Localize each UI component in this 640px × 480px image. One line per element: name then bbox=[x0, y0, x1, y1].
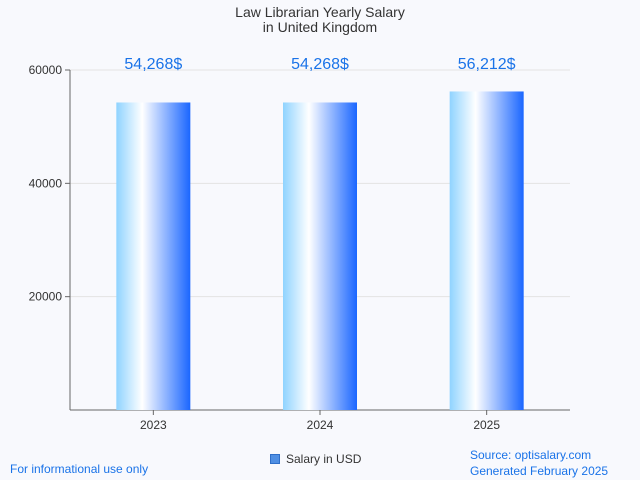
y-tick-label: 20000 bbox=[29, 290, 63, 304]
x-tick-label-2023: 2023 bbox=[140, 418, 167, 432]
x-tick-label-2025: 2025 bbox=[473, 418, 500, 432]
legend: Salary in USD bbox=[270, 452, 361, 466]
bar-2024 bbox=[283, 102, 357, 411]
y-tick-label: 40000 bbox=[29, 176, 63, 190]
x-tick-label-2024: 2024 bbox=[307, 418, 334, 432]
chart-title-line-2: in United Kingdom bbox=[263, 19, 377, 35]
disclaimer-text: For informational use only bbox=[10, 462, 149, 476]
chart-title-line-1: Law Librarian Yearly Salary bbox=[235, 4, 405, 20]
value-label-2023: 54,268$ bbox=[124, 56, 182, 73]
labels: 20000 40000 60000 54,268$ 2023 54,268$ 2024 56,… bbox=[29, 56, 516, 432]
bar-2025 bbox=[449, 91, 524, 410]
bar-2023 bbox=[116, 102, 191, 411]
source-block: Source: optisalary.com Generated Februar… bbox=[470, 447, 608, 479]
value-label-2025: 56,212$ bbox=[458, 56, 516, 73]
value-label-2024: 54,268$ bbox=[291, 56, 349, 73]
source-text: Source: optisalary.com bbox=[470, 448, 592, 462]
legend-swatch bbox=[270, 454, 280, 464]
y-tick-label: 60000 bbox=[29, 63, 63, 77]
legend-label: Salary in USD bbox=[286, 452, 362, 466]
generated-text: Generated February 2025 bbox=[470, 464, 609, 478]
bars bbox=[116, 91, 524, 411]
